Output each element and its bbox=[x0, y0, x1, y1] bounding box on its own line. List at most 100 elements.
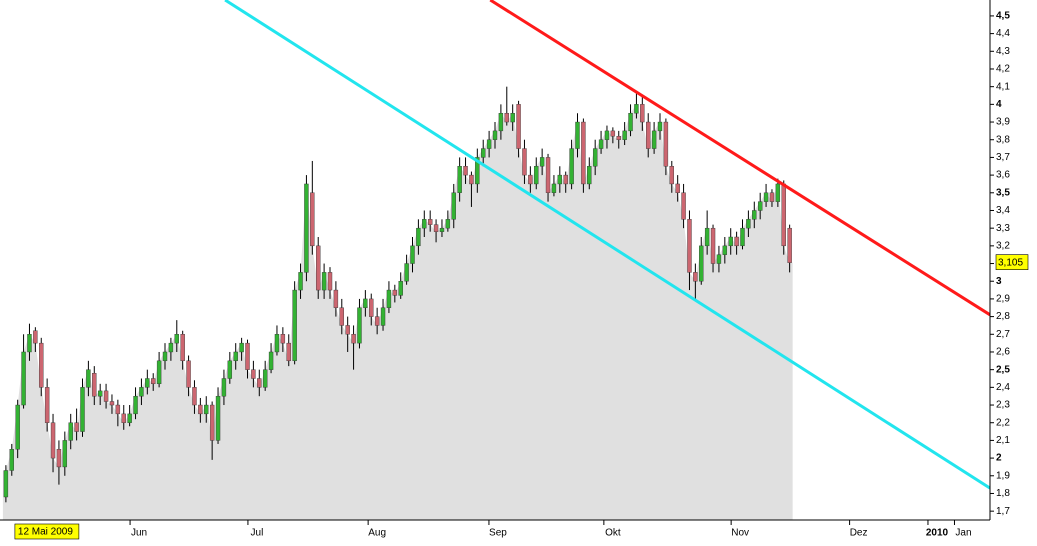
candle-body bbox=[174, 334, 179, 344]
candle-body bbox=[357, 307, 362, 344]
candle-body bbox=[469, 174, 474, 185]
candle-body bbox=[233, 351, 238, 362]
candle-body bbox=[598, 139, 604, 149]
candle-body bbox=[569, 148, 574, 185]
candle-body bbox=[457, 166, 462, 193]
y-tick-label: 3,4 bbox=[996, 205, 1010, 216]
candle-body bbox=[439, 227, 445, 232]
candle-body bbox=[215, 395, 221, 441]
x-tick-label: Sep bbox=[489, 528, 507, 539]
y-tick-label: 4,1 bbox=[996, 81, 1010, 92]
candle-body bbox=[339, 307, 344, 326]
candle-body bbox=[657, 121, 663, 132]
candle-body bbox=[722, 245, 728, 255]
candle-body bbox=[704, 227, 710, 247]
candle-body bbox=[245, 342, 250, 370]
y-tick-label: 1,9 bbox=[996, 470, 1010, 481]
candle-body bbox=[475, 157, 480, 185]
trendline bbox=[224, 0, 990, 490]
plot bbox=[2, 0, 990, 520]
candle-body bbox=[481, 148, 486, 158]
candle-body bbox=[162, 351, 168, 362]
candle-body bbox=[115, 404, 121, 415]
candle-body bbox=[262, 369, 268, 388]
candle-body bbox=[392, 289, 398, 296]
candle-body bbox=[628, 112, 633, 132]
y-tick-label: 2 bbox=[996, 453, 1002, 464]
candle-body bbox=[374, 316, 380, 326]
candle-body bbox=[39, 342, 44, 388]
candle-body bbox=[522, 148, 527, 176]
candle-body bbox=[669, 166, 674, 185]
candle-body bbox=[145, 378, 150, 388]
candle-body bbox=[186, 360, 191, 388]
candle-body bbox=[545, 157, 551, 193]
candle-body bbox=[156, 360, 162, 385]
y-tick-label: 4,4 bbox=[996, 28, 1010, 39]
y-tick-label: 2,1 bbox=[996, 435, 1010, 446]
last-price-box bbox=[995, 254, 1029, 270]
candle-body bbox=[345, 325, 350, 335]
candle-body bbox=[463, 166, 468, 176]
candle-body bbox=[86, 369, 91, 388]
candle-body bbox=[681, 192, 686, 220]
candle-body bbox=[663, 121, 669, 167]
candle-body bbox=[33, 330, 38, 344]
candle-body bbox=[416, 227, 421, 247]
y-tick-label: 3,6 bbox=[996, 170, 1010, 181]
y-tick-label: 4 bbox=[996, 99, 1002, 110]
candle-body bbox=[50, 422, 56, 459]
candle-body bbox=[746, 219, 751, 229]
candle-body bbox=[168, 342, 174, 353]
candle-body bbox=[781, 183, 786, 247]
x-tick-label: Okt bbox=[605, 528, 621, 539]
y-tick-label: 2,2 bbox=[996, 417, 1010, 428]
candle-body bbox=[592, 148, 598, 167]
candle-body bbox=[204, 404, 209, 415]
y-tick-label: 2,4 bbox=[996, 382, 1010, 393]
candle-body bbox=[333, 289, 339, 308]
candle-body bbox=[369, 298, 374, 317]
candle-body bbox=[221, 378, 227, 397]
candle-body bbox=[298, 272, 303, 291]
candle-body bbox=[404, 263, 409, 282]
candle-body bbox=[740, 227, 745, 247]
candle-body bbox=[180, 334, 185, 362]
y-tick-label: 4,2 bbox=[996, 64, 1010, 75]
y-tick-label: 2,9 bbox=[996, 294, 1010, 305]
candle-body bbox=[486, 139, 492, 149]
candle-body bbox=[398, 281, 403, 296]
candle-body bbox=[139, 387, 144, 397]
candle-body bbox=[699, 245, 704, 282]
candle-body bbox=[604, 130, 610, 140]
candle-body bbox=[227, 360, 233, 379]
candle-body bbox=[422, 219, 427, 229]
candle-body bbox=[610, 130, 616, 137]
candle-body bbox=[710, 227, 716, 264]
candle-body bbox=[775, 183, 781, 202]
candle-body bbox=[21, 351, 26, 406]
candle-body bbox=[410, 245, 415, 264]
y-tick-label: 4,5 bbox=[996, 11, 1010, 22]
y-tick-label: 3,7 bbox=[996, 152, 1010, 163]
x-tick-label: Aug bbox=[368, 528, 386, 539]
candle-body bbox=[728, 236, 733, 247]
candle-body bbox=[646, 121, 651, 149]
y-tick-label: 1,8 bbox=[996, 488, 1010, 499]
candle-body bbox=[445, 219, 451, 229]
candle-body bbox=[539, 157, 545, 167]
x-axis-band bbox=[0, 521, 1037, 546]
candle-body bbox=[498, 112, 504, 132]
candle-body bbox=[103, 390, 109, 402]
candle-body bbox=[504, 112, 509, 123]
candle-body bbox=[316, 245, 321, 291]
candle-body bbox=[74, 422, 79, 432]
y-tick-label: 2,8 bbox=[996, 311, 1010, 322]
candle-body bbox=[56, 449, 62, 468]
candle-body bbox=[757, 201, 763, 211]
candle-body bbox=[97, 390, 103, 397]
candle-body bbox=[534, 166, 539, 185]
candle-body bbox=[380, 307, 386, 326]
candle-body bbox=[651, 130, 657, 149]
